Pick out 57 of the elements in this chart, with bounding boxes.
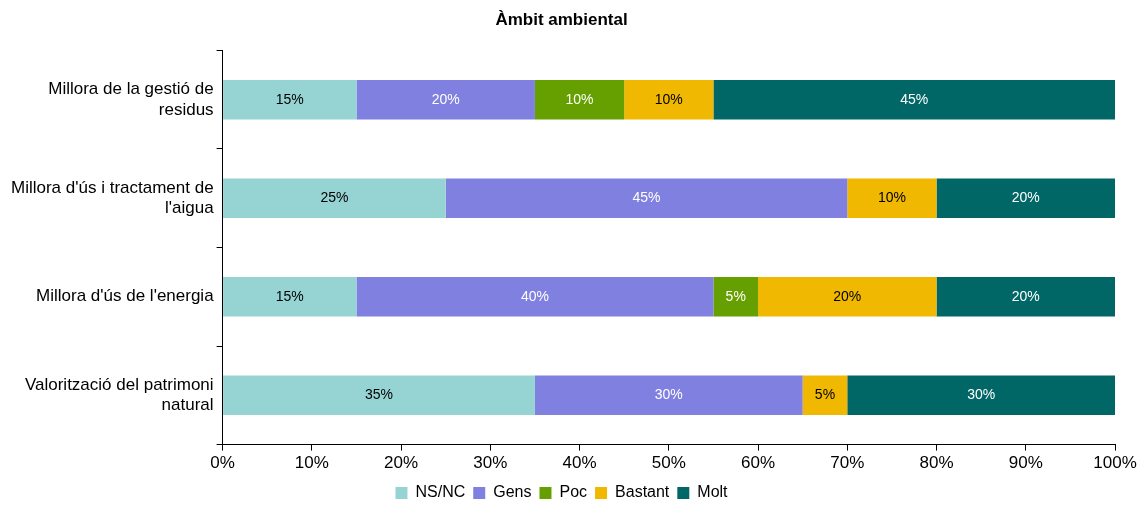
- data-label: 20%: [1011, 287, 1040, 304]
- bar: [223, 375, 535, 416]
- bar: [534, 79, 625, 120]
- x-tick-label: 30%: [473, 453, 508, 473]
- data-label: 10%: [565, 90, 594, 107]
- chart-title: Àmbit ambiental: [495, 9, 628, 29]
- data-label: 20%: [1011, 189, 1040, 206]
- legend-label: Poc: [559, 483, 588, 501]
- bar: [534, 375, 803, 416]
- legend-label: Gens: [493, 483, 532, 501]
- bar: [624, 79, 714, 120]
- bar: [802, 375, 848, 416]
- bar: [713, 79, 1115, 120]
- data-label: 45%: [900, 90, 929, 107]
- legend-label: Molt: [697, 483, 729, 501]
- y-tick-label: Millora d'ús de l'energia: [36, 286, 215, 306]
- bar: [936, 277, 1115, 317]
- x-tick-label: 100%: [1093, 453, 1137, 473]
- bar: [713, 277, 759, 317]
- x-tick-label: 20%: [384, 453, 419, 473]
- data-label: 45%: [632, 189, 661, 206]
- data-label: 30%: [967, 386, 996, 403]
- x-tick-label: 60%: [741, 453, 776, 473]
- data-label: 5%: [725, 287, 746, 304]
- x-tick-label: 0%: [210, 453, 235, 473]
- data-label: 40%: [520, 287, 549, 304]
- bar: [356, 79, 535, 120]
- bar: [356, 277, 714, 317]
- data-label: 10%: [654, 90, 683, 107]
- data-label: 15%: [275, 90, 304, 107]
- bar: [223, 277, 357, 317]
- y-tick-label: Valorització del patrimoni natural: [24, 374, 214, 415]
- data-label: 30%: [654, 386, 683, 403]
- data-label: 20%: [833, 287, 862, 304]
- x-tick-label: 40%: [562, 453, 597, 473]
- y-tick-label: Millora d'ús i tractament de l'aigua: [11, 177, 215, 218]
- data-label: 20%: [431, 90, 460, 107]
- bar: [223, 79, 357, 120]
- data-label: 25%: [320, 189, 349, 206]
- x-tick-label: 70%: [830, 453, 865, 473]
- data-label: 15%: [275, 287, 304, 304]
- data-label: 10%: [877, 189, 906, 206]
- bar: [223, 178, 446, 218]
- legend-label: Bastant: [615, 483, 670, 501]
- bar: [445, 178, 848, 218]
- bar: [847, 178, 937, 218]
- legend-label: NS/NC: [415, 483, 466, 501]
- data-label: 5%: [814, 386, 836, 403]
- data-label: 35%: [365, 386, 394, 403]
- y-tick-label: Millora de la gestió de residus: [48, 79, 214, 119]
- x-tick-label: 80%: [919, 453, 954, 473]
- x-tick-label: 90%: [1008, 453, 1043, 473]
- bar: [758, 277, 937, 317]
- x-tick-label: 50%: [651, 453, 686, 473]
- x-tick-label: 10%: [294, 453, 329, 473]
- bar: [936, 178, 1115, 218]
- bar: [847, 375, 1115, 416]
